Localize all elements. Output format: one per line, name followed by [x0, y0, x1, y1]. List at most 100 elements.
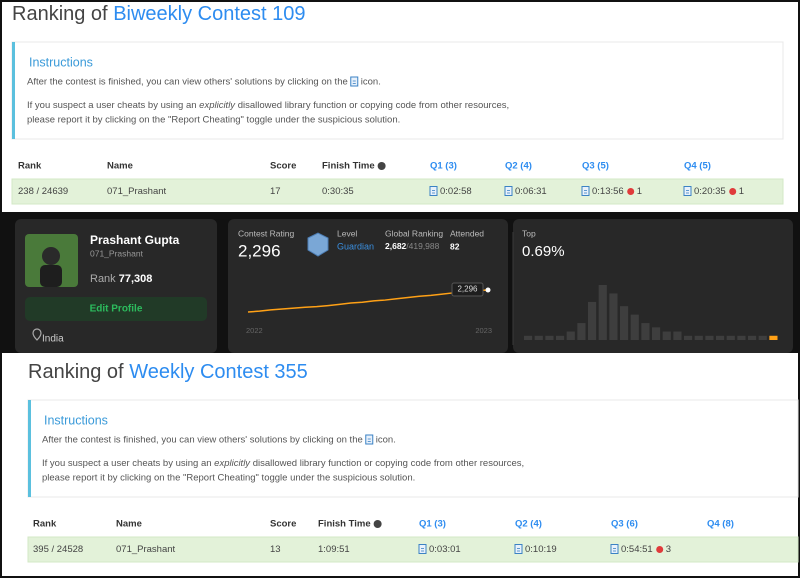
column-header: Q3 (5): [582, 161, 609, 172]
contest-name: Biweekly Contest 109: [113, 3, 305, 25]
column-header: Finish Time: [322, 161, 375, 172]
location: India: [42, 334, 64, 345]
histogram-bar: [652, 327, 661, 340]
top-label: Top: [522, 228, 536, 238]
column-header: Q2 (4): [505, 161, 532, 172]
histogram-bar: [566, 331, 575, 340]
instruction-text: disallowed library function or copying c…: [238, 100, 509, 111]
instruction-line: If you suspect a user cheats by using an…: [27, 100, 509, 111]
wrong-icon: [729, 188, 737, 195]
histogram-bar: [737, 335, 746, 340]
row-cell: 1:09:51: [318, 544, 350, 555]
attended-label: Attended: [450, 228, 484, 238]
wrong-icon: [627, 188, 635, 195]
global-rank-total: /419,988: [406, 241, 439, 251]
solution-icon: [365, 434, 374, 445]
instructions-box: [27, 399, 799, 498]
histogram-bar: [758, 335, 767, 340]
column-header: Rank: [18, 161, 42, 172]
global-rank-value: 2,682: [385, 241, 407, 251]
wrong-count: 1: [739, 186, 744, 197]
solution-icon: [504, 186, 513, 196]
instruction-line: please report it by clicking on the "Rep…: [27, 115, 400, 126]
instructions-accent: [12, 42, 15, 139]
rating-card: [228, 219, 508, 353]
rating-label: Contest Rating: [238, 228, 294, 238]
histogram-bar: [662, 331, 671, 340]
help-icon: [373, 520, 382, 528]
solution-icon: [514, 544, 523, 554]
column-header: Name: [116, 519, 142, 530]
column-header: Q4 (5): [684, 161, 711, 172]
instruction-line: After the contest is finished, you can v…: [42, 435, 363, 446]
solution-icon: [350, 76, 359, 87]
instruction-text: disallowed library function or copying c…: [253, 458, 524, 469]
histogram-bar: [524, 335, 533, 340]
profile-rank: Rank 77,308: [90, 273, 152, 285]
histogram-bar: [545, 335, 554, 340]
solution-icon: [683, 186, 692, 196]
contest-name: Weekly Contest 355: [129, 361, 308, 383]
row-cell: 0:54:51: [621, 544, 653, 555]
row-cell: 0:30:35: [322, 186, 354, 197]
instruction-line: After the contest is finished, you can v…: [27, 77, 348, 88]
wrong-count: 3: [666, 544, 671, 555]
instruction-text: If you suspect a user cheats by using an: [27, 100, 197, 111]
title-prefix: Ranking of: [28, 361, 124, 383]
rating-tooltip-text: 2,296: [457, 285, 478, 294]
histogram-bar: [705, 335, 714, 340]
histogram-bar: [684, 335, 693, 340]
column-header: Score: [270, 519, 296, 530]
title-prefix: Ranking of: [12, 3, 108, 25]
result-row: [11, 178, 784, 205]
row-cell: 0:03:01: [429, 544, 461, 555]
rank-value: 77,308: [119, 273, 153, 285]
instructions-box: [11, 41, 784, 140]
instructions-heading: Instructions: [44, 413, 108, 427]
rating-tooltip: [451, 282, 484, 297]
solution-icon: [581, 186, 590, 196]
solution-icon: [418, 544, 427, 554]
column-header: Q3 (6): [611, 519, 638, 530]
histogram-bar: [588, 301, 597, 340]
wrong-icon: [656, 546, 664, 553]
row-cell: 0:10:19: [525, 544, 557, 555]
rating-point: [485, 287, 491, 293]
row-cell: 0:06:31: [515, 186, 547, 197]
level-value: Guardian: [337, 241, 374, 251]
instruction-line: please report it by clicking on the "Rep…: [42, 473, 415, 484]
global-rank: 2,682/419,988: [385, 241, 440, 251]
column-header: Q1 (3): [419, 519, 446, 530]
column-header: Q1 (3): [430, 161, 457, 172]
instructions-heading: Instructions: [29, 55, 93, 69]
histogram-bar: [673, 331, 682, 340]
histogram-bar: [577, 323, 586, 340]
histogram-bar: [769, 335, 778, 340]
histogram-bar: [716, 335, 725, 340]
x-label: 2022: [246, 326, 263, 335]
instruction-line: icon.: [361, 77, 381, 88]
instruction-emphasis: explicitly: [199, 100, 236, 111]
histogram-bar: [726, 335, 735, 340]
page-title: Ranking of Biweekly Contest 109: [12, 3, 306, 25]
row-cell: 071_Prashant: [107, 186, 167, 197]
help-icon: [377, 162, 386, 170]
histogram-bar: [620, 306, 629, 340]
row-cell: 0:13:56: [592, 186, 624, 197]
edit-profile-button[interactable]: [25, 297, 207, 321]
edit-profile-label: Edit Profile: [90, 304, 143, 315]
instruction-line: icon.: [376, 435, 396, 446]
column-header: Q2 (4): [515, 519, 542, 530]
rating-line: [247, 289, 489, 313]
avatar-figure: [40, 265, 62, 287]
histogram-bar: [641, 323, 650, 340]
column-header: Finish Time: [318, 519, 371, 530]
histogram-bar: [556, 335, 565, 340]
column-header: Score: [270, 161, 296, 172]
instruction-emphasis: explicitly: [214, 458, 251, 469]
column-header: Name: [107, 161, 133, 172]
histogram-bar: [694, 335, 703, 340]
instruction-text: If you suspect a user cheats by using an: [42, 458, 212, 469]
attended-value: 82: [450, 241, 460, 251]
